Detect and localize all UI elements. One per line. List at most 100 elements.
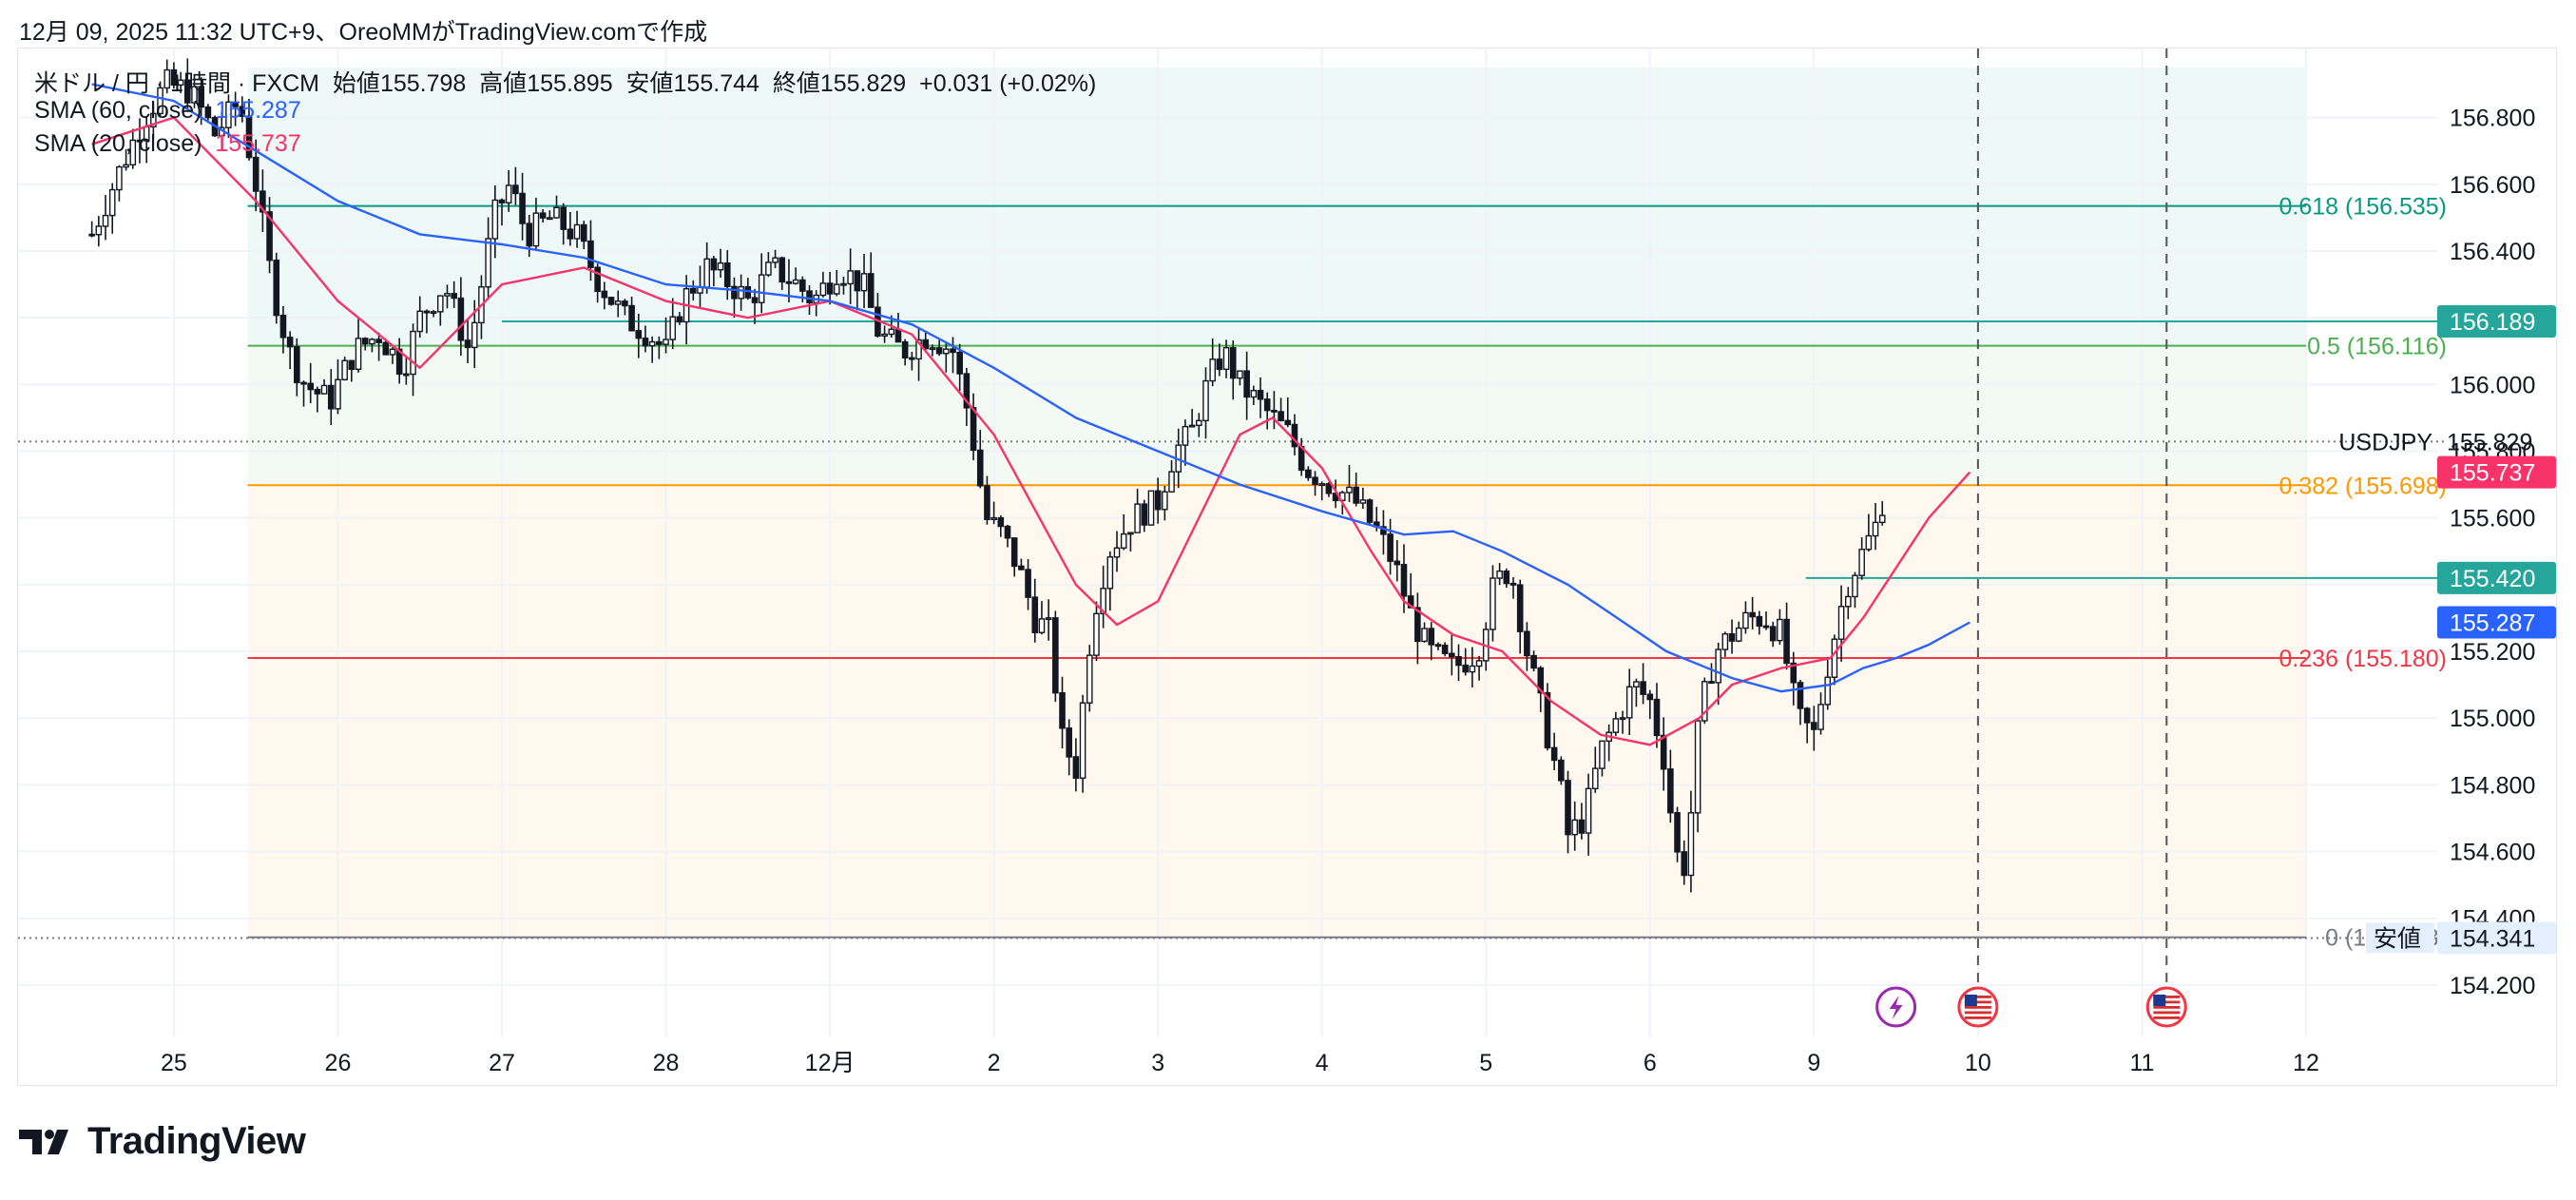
y-tick-label: 155.000: [2450, 706, 2535, 732]
x-tick-label: 9: [1807, 1050, 1820, 1076]
price-tag: 156.189: [2437, 305, 2556, 339]
candle-up: [1865, 534, 1873, 551]
low-label: 安値: [625, 70, 674, 97]
candle-up: [491, 199, 499, 240]
candle-up: [157, 87, 163, 115]
candle-down: [806, 290, 813, 303]
candle-up: [1735, 627, 1742, 642]
candle-down: [963, 373, 971, 409]
candle-up: [1421, 628, 1428, 643]
candle-up: [485, 238, 491, 288]
y-tick-label: 155.200: [2450, 639, 2535, 666]
flag-stripe: [1964, 1006, 1991, 1009]
sma60-legend[interactable]: SMA (60, close) 155.287: [34, 97, 301, 125]
candle-down: [526, 223, 533, 247]
candle-up: [1106, 556, 1114, 590]
candle-down: [1749, 611, 1756, 618]
price-tag-bg: [2437, 455, 2556, 489]
candle-up: [416, 310, 424, 333]
candle-up: [1878, 514, 1886, 524]
candle-up: [1844, 595, 1852, 608]
candle-down: [710, 258, 718, 271]
candle-down: [375, 339, 382, 343]
candle-down: [1278, 411, 1284, 421]
candle-up: [1038, 618, 1046, 633]
candle-down: [1305, 469, 1312, 478]
footer-brand[interactable]: TradingView: [87, 1120, 306, 1162]
candle-up: [436, 295, 444, 313]
candle-up: [738, 285, 744, 300]
candle-up: [1093, 612, 1100, 656]
chart-frame: 154.200 154.400 154.600 154.800 155.000 155.2…: [17, 48, 2557, 1086]
candle-down: [1660, 734, 1667, 770]
change-value: +0.031 (+0.02%): [919, 70, 1097, 97]
candle-down: [635, 330, 643, 339]
candle-down: [567, 228, 574, 240]
candle-down: [1400, 564, 1408, 597]
candle-down: [348, 359, 356, 370]
candle-down: [1516, 584, 1524, 632]
x-tick-label: 26: [325, 1050, 352, 1076]
sma20-legend[interactable]: SMA (20, close) 155.737: [34, 130, 301, 158]
candle-down: [935, 347, 943, 355]
x-tick-label: 12: [2293, 1050, 2319, 1076]
candle-down: [922, 339, 930, 350]
candle-down: [260, 190, 266, 213]
candle-down: [1667, 768, 1674, 814]
candle-down: [1790, 662, 1797, 684]
candle-up: [389, 348, 396, 356]
candle-down: [1756, 615, 1763, 628]
candle-down: [601, 290, 608, 299]
candle-up: [1585, 787, 1592, 834]
candle-down: [1558, 759, 1565, 782]
candle-up: [163, 68, 171, 89]
candle-up: [1852, 574, 1858, 598]
candle-up: [1475, 660, 1483, 668]
flag-stripe: [2153, 1006, 2181, 1009]
candle-up: [341, 359, 348, 380]
price-tag-text: 156.189: [2450, 309, 2535, 336]
fib-level-label: 0.618 (156.535): [2278, 194, 2447, 221]
candle-up: [532, 212, 540, 247]
candle-up: [1687, 812, 1695, 877]
candle-down: [183, 79, 191, 104]
candle-down: [1462, 664, 1469, 673]
candle-up: [1359, 499, 1367, 504]
price-tag: 155.737: [2437, 455, 2556, 489]
fib-zone: [247, 485, 2306, 938]
candle-down: [1728, 633, 1736, 642]
candle-down: [854, 270, 861, 292]
candle-down: [1674, 812, 1681, 853]
candle-up: [1591, 767, 1599, 790]
symbol-label[interactable]: 米ドル / 円 · 1時間 · FXCM: [34, 70, 320, 97]
candle-up: [191, 86, 198, 104]
candle-up: [772, 257, 779, 263]
candle-up: [1721, 633, 1729, 650]
candle-down: [395, 348, 403, 375]
candle-down: [204, 106, 212, 119]
candle-up: [1113, 547, 1121, 558]
candle-up: [1612, 718, 1620, 733]
candle-up: [1196, 419, 1202, 427]
candle-down: [245, 115, 253, 159]
price-chart[interactable]: 154.200154.400154.600154.800155.000155.2…: [18, 48, 2558, 1087]
candle-down: [403, 373, 410, 377]
candle-down: [799, 279, 806, 292]
candle-down: [1052, 617, 1059, 694]
candle-up: [758, 274, 765, 303]
candle-down: [1762, 625, 1770, 629]
candle-down: [970, 407, 977, 452]
candle-up: [444, 293, 451, 297]
candle-down: [642, 337, 649, 347]
candle-down: [170, 68, 178, 87]
candle-up: [177, 79, 184, 87]
candle-up: [703, 258, 710, 288]
candle-up: [1162, 491, 1168, 511]
candle-up: [1619, 717, 1626, 721]
candle-up: [430, 311, 437, 315]
chart-header: 12月 09, 2025 11:32 UTC+9、OreoMMがTradingV…: [19, 19, 708, 46]
flag-stripe: [2153, 1000, 2181, 1004]
candle-down: [628, 304, 635, 332]
candle-down: [539, 212, 547, 219]
candle-down: [1509, 582, 1517, 586]
